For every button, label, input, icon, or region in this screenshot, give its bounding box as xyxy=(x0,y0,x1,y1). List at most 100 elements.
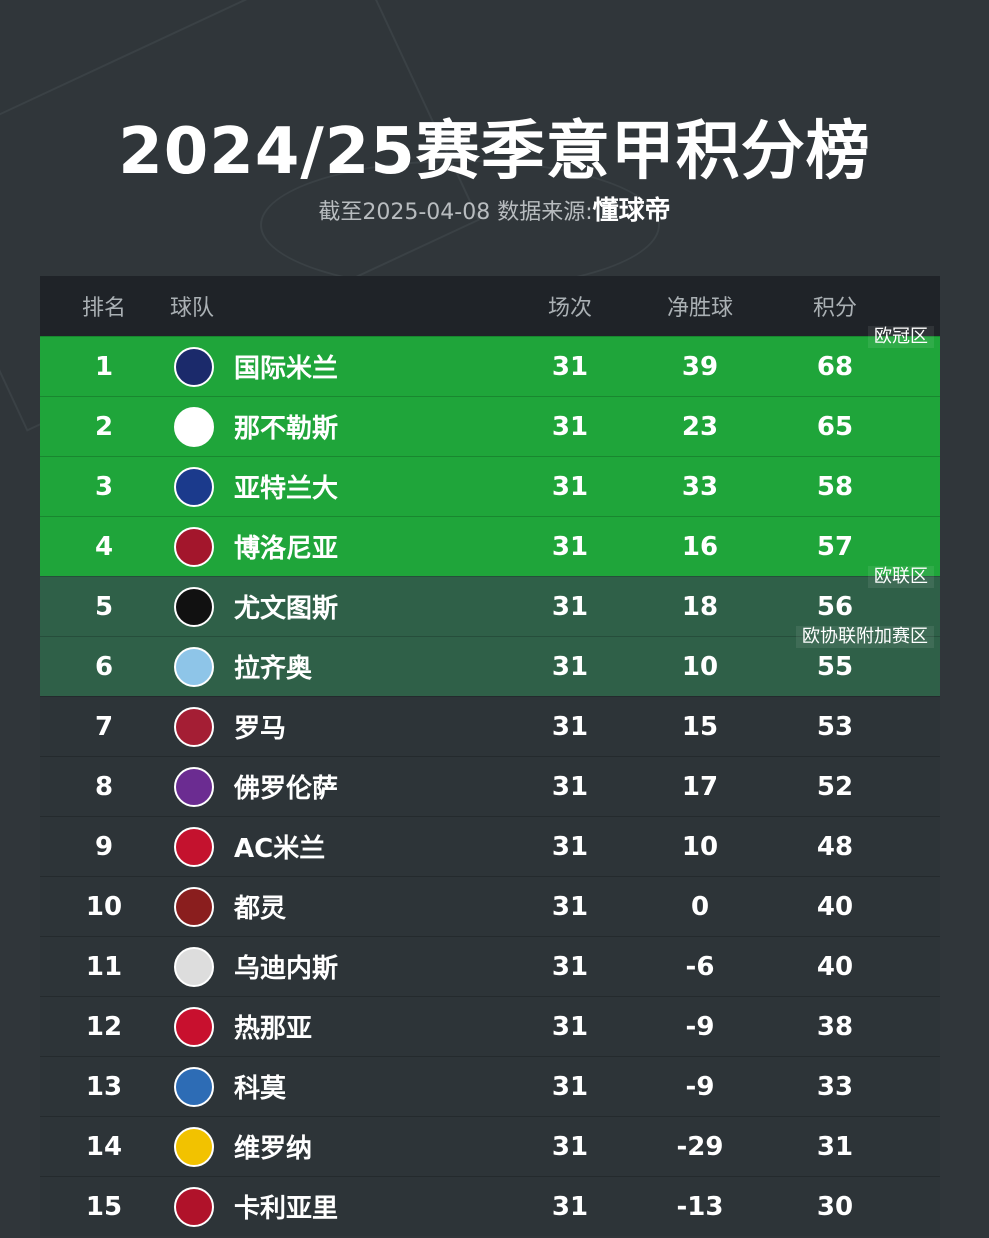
points: 33 xyxy=(816,1071,854,1102)
team-name[interactable]: 科莫 xyxy=(234,1074,287,1104)
team-name[interactable]: AC米兰 xyxy=(234,834,326,864)
points: 58 xyxy=(816,471,854,502)
played: 31 xyxy=(551,651,589,682)
played: 31 xyxy=(551,951,589,982)
standings-table: 排名 球队 场次 净胜球 积分 1 国际米兰 31 39 68 欧冠区 2 那不勒斯… xyxy=(40,276,940,1236)
rank: 2 xyxy=(94,411,114,442)
zone-badge: 欧冠区 xyxy=(868,326,934,348)
rank: 1 xyxy=(94,351,114,382)
genoa-logo-icon xyxy=(174,1006,214,1047)
page-title: 2024/25赛季意甲积分榜 xyxy=(118,115,871,189)
header-played: 场次 xyxy=(547,296,592,321)
source-name: 懂球帝 xyxy=(592,196,671,226)
team-name[interactable]: 那不勒斯 xyxy=(234,414,339,444)
points: 57 xyxy=(816,531,854,562)
table-row[interactable]: 1 国际米兰 31 39 68 欧冠区 xyxy=(40,326,940,396)
team-name[interactable]: 乌迪内斯 xyxy=(234,954,339,984)
juventus-logo-icon xyxy=(174,586,214,627)
points: 56 xyxy=(816,591,854,622)
goal-difference: 10 xyxy=(681,831,719,862)
goal-difference: 10 xyxy=(681,651,719,682)
team-name[interactable]: 都灵 xyxy=(234,894,287,924)
table-row[interactable]: 8 佛罗伦萨 31 17 52 xyxy=(40,756,940,816)
played: 31 xyxy=(551,1071,589,1102)
goal-difference: -9 xyxy=(685,1011,715,1042)
table-row[interactable]: 4 博洛尼亚 31 16 57 xyxy=(40,516,940,576)
header-team: 球队 xyxy=(170,296,215,321)
goal-difference: -9 xyxy=(685,1071,715,1102)
rank: 8 xyxy=(94,771,114,802)
rank: 5 xyxy=(94,591,114,622)
rank: 11 xyxy=(85,951,123,982)
table-row[interactable]: 13 科莫 31 -9 33 xyxy=(40,1056,940,1116)
played: 31 xyxy=(551,471,589,502)
points: 55 xyxy=(816,651,854,682)
rank: 7 xyxy=(94,711,114,742)
team-name[interactable]: 拉齐奥 xyxy=(234,654,313,684)
points: 68 xyxy=(816,351,854,382)
points: 48 xyxy=(816,831,854,862)
cagliari-logo-icon xyxy=(174,1186,214,1227)
zone-badge: 欧联区 xyxy=(868,566,934,588)
points: 40 xyxy=(816,951,854,982)
played: 31 xyxy=(551,351,589,382)
table-row[interactable]: 12 热那亚 31 -9 38 xyxy=(40,996,940,1056)
goal-difference: -13 xyxy=(676,1191,724,1222)
played: 31 xyxy=(551,891,589,922)
played: 31 xyxy=(551,771,589,802)
table-row[interactable]: 6 拉齐奥 31 10 55 欧协联附加赛区 xyxy=(40,626,940,696)
table-row[interactable]: 5 尤文图斯 31 18 56 欧联区 xyxy=(40,566,940,636)
header-rank: 排名 xyxy=(82,296,127,321)
fiorentina-logo-icon xyxy=(174,766,214,807)
table-row[interactable]: 11 乌迪内斯 31 -6 40 xyxy=(40,936,940,996)
udinese-logo-icon xyxy=(174,946,214,987)
table-row[interactable]: 15 卡利亚里 31 -13 30 xyxy=(40,1176,940,1236)
milan-logo-icon xyxy=(174,826,214,867)
goal-difference: 23 xyxy=(681,411,719,442)
atalanta-logo-icon xyxy=(174,466,214,507)
rank: 6 xyxy=(94,651,114,682)
rank: 10 xyxy=(85,891,123,922)
table-row[interactable]: 10 都灵 31 0 40 xyxy=(40,876,940,936)
table-row[interactable]: 9 AC米兰 31 10 48 xyxy=(40,816,940,876)
team-name[interactable]: 卡利亚里 xyxy=(234,1194,339,1224)
points: 52 xyxy=(816,771,854,802)
points: 65 xyxy=(816,411,854,442)
table-row[interactable]: 3 亚特兰大 31 33 58 xyxy=(40,456,940,516)
lazio-logo-icon xyxy=(174,646,214,687)
points: 40 xyxy=(816,891,854,922)
team-name[interactable]: 热那亚 xyxy=(234,1014,313,1044)
points: 30 xyxy=(816,1191,854,1222)
table-row[interactable]: 14 维罗纳 31 -29 31 xyxy=(40,1116,940,1176)
como-logo-icon xyxy=(174,1066,214,1107)
played: 31 xyxy=(551,411,589,442)
played: 31 xyxy=(551,1131,589,1162)
bologna-logo-icon xyxy=(174,526,214,567)
date-source-label: 截至2025-04-08 数据来源: xyxy=(318,200,593,225)
verona-logo-icon xyxy=(174,1126,214,1167)
rank: 9 xyxy=(94,831,114,862)
team-name[interactable]: 佛罗伦萨 xyxy=(234,774,339,804)
team-name[interactable]: 尤文图斯 xyxy=(234,594,339,624)
subtitle: 截至2025-04-08 数据来源:懂球帝 xyxy=(0,190,989,227)
team-name[interactable]: 亚特兰大 xyxy=(234,474,339,504)
rank: 15 xyxy=(85,1191,123,1222)
points: 31 xyxy=(816,1131,854,1162)
played: 31 xyxy=(551,1191,589,1222)
goal-difference: 0 xyxy=(690,891,710,922)
played: 31 xyxy=(551,1011,589,1042)
header-gd: 净胜球 xyxy=(666,296,733,321)
played: 31 xyxy=(551,831,589,862)
table-row[interactable]: 2 那不勒斯 31 23 65 xyxy=(40,396,940,456)
inter-logo-icon xyxy=(174,346,214,387)
team-name[interactable]: 维罗纳 xyxy=(234,1134,313,1164)
team-name[interactable]: 国际米兰 xyxy=(234,354,339,384)
table-row[interactable]: 7 罗马 31 15 53 xyxy=(40,696,940,756)
goal-difference: 15 xyxy=(681,711,719,742)
header-pts: 积分 xyxy=(812,296,857,321)
points: 38 xyxy=(816,1011,854,1042)
team-name[interactable]: 罗马 xyxy=(234,714,287,744)
goal-difference: -6 xyxy=(685,951,715,982)
team-name[interactable]: 博洛尼亚 xyxy=(234,534,339,564)
roma-logo-icon xyxy=(174,706,214,747)
